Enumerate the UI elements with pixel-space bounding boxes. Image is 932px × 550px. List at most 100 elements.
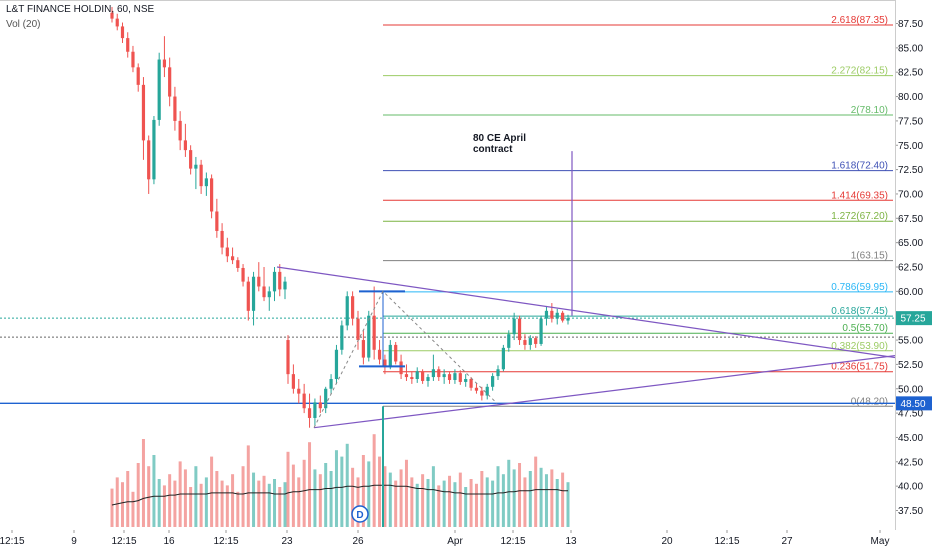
volume-bar [126, 471, 130, 527]
volume-bar [252, 472, 256, 527]
volume-bar [512, 469, 516, 527]
triangle-upper-line[interactable] [276, 266, 895, 359]
x-tick-label: 26 [352, 536, 364, 547]
volume-bar [194, 466, 198, 527]
date-axis[interactable]: 12:15 9 12:15 16 12:15 23 26 Apr 12:15 13 20 12:15 2… [0, 530, 895, 550]
volume-bar [442, 480, 446, 527]
volume-bar [410, 477, 414, 527]
volume-bar [246, 445, 250, 527]
candle-body [399, 361, 403, 375]
candle-body [523, 340, 527, 345]
fib-level-label: 1.272(67.20) [831, 211, 888, 222]
candle-body [251, 276, 256, 311]
volume-bar [544, 474, 548, 527]
volume-bar [523, 477, 527, 527]
candle-body [410, 377, 414, 380]
candle-body [367, 315, 371, 358]
volume-bar [496, 466, 500, 527]
x-tick-label: 12:15 [0, 536, 25, 547]
candle-body [464, 379, 468, 382]
volume-bar [173, 480, 177, 527]
volume-bar [115, 477, 119, 527]
candle-body [210, 178, 214, 212]
candle-body [189, 150, 193, 169]
candle-body [421, 371, 425, 381]
candle-body [388, 344, 392, 368]
volume-bar [267, 483, 271, 527]
candle-body [297, 388, 301, 394]
volume-bar [421, 474, 425, 527]
volume-bar [334, 450, 338, 527]
volume-bar [210, 456, 214, 527]
x-tick-label: 12:15 [500, 536, 525, 547]
volume-bar [458, 472, 462, 527]
candle-body [204, 178, 208, 187]
candle-body [496, 369, 500, 377]
volume-bar [474, 483, 478, 527]
candle-body [383, 359, 387, 368]
volume-bar [345, 443, 349, 527]
fib-level-label: 2(78.10) [851, 105, 888, 116]
volume-bar [399, 469, 403, 527]
volume-bar [215, 471, 219, 527]
symbol-title[interactable]: L&T FINANCE HOLDIN, 60, NSE [6, 4, 155, 15]
y-tick-label: 50.00 [898, 384, 923, 395]
candle-body [539, 318, 543, 344]
volume-bar [561, 472, 565, 527]
volume-bar [220, 480, 224, 527]
volume-bar [308, 442, 312, 527]
fib-level-label: 2.272(82.15) [831, 66, 888, 77]
volume-bar [404, 459, 408, 527]
drawings[interactable] [276, 151, 895, 527]
volume-bar [453, 482, 457, 527]
volume-bar [480, 471, 484, 527]
volume-indicator-label[interactable]: Vol (20) [6, 19, 41, 30]
y-tick-label: 75.00 [898, 141, 923, 152]
fib-level-label: 0.382(53.90) [831, 341, 888, 352]
candle-body [345, 296, 349, 326]
candle-body [141, 84, 146, 141]
volume-bar [361, 455, 365, 527]
volume-bar [378, 456, 382, 527]
last-price-tag [895, 311, 932, 326]
candle-body [168, 67, 172, 97]
candle-body [377, 349, 382, 360]
volume-bar [313, 469, 317, 527]
volume-bar [485, 477, 489, 527]
fib-connector[interactable] [313, 290, 498, 428]
volume-bar [141, 439, 145, 527]
candle-body [236, 260, 240, 268]
volume-bar [262, 475, 266, 527]
candle-body [426, 377, 430, 381]
candle-body [415, 371, 419, 380]
candle-body [534, 338, 538, 344]
candle-body [199, 164, 203, 187]
candle-body [272, 271, 277, 292]
volume-bar [257, 480, 261, 527]
candle-body [491, 376, 495, 387]
triangle-lower-line[interactable] [313, 355, 895, 429]
volume-bar [283, 482, 287, 527]
x-tick-label: 27 [781, 536, 793, 547]
candle-body [555, 312, 559, 319]
volume-bar [199, 483, 203, 527]
volume-bar [286, 451, 290, 527]
candle-body [220, 230, 224, 248]
volume-bar [329, 471, 333, 527]
volume-bar [302, 459, 306, 527]
candle-body [566, 318, 570, 321]
candle-body [278, 271, 282, 290]
fib-level-label: 1.414(69.35) [831, 190, 888, 201]
chart-canvas[interactable]: 2.618(87.35) 2.272(82.15) 2(78.10) 1.618(72… [0, 0, 895, 530]
last-price-value: 57.25 [900, 314, 925, 325]
candle-body [157, 59, 161, 120]
volume-bar [241, 466, 245, 527]
x-tick-label: 12:15 [111, 536, 136, 547]
price-axis[interactable]: 37.50 40.00 42.50 45.00 47.50 50.00 52.50 55.00… [895, 0, 932, 530]
volume-bar [448, 475, 452, 527]
volume-bar [464, 487, 468, 527]
x-tick-label: 23 [281, 536, 293, 547]
event-badge[interactable]: D [351, 505, 369, 523]
fib-level-label: 0.618(57.45) [831, 306, 888, 317]
volume-bar [534, 456, 538, 527]
